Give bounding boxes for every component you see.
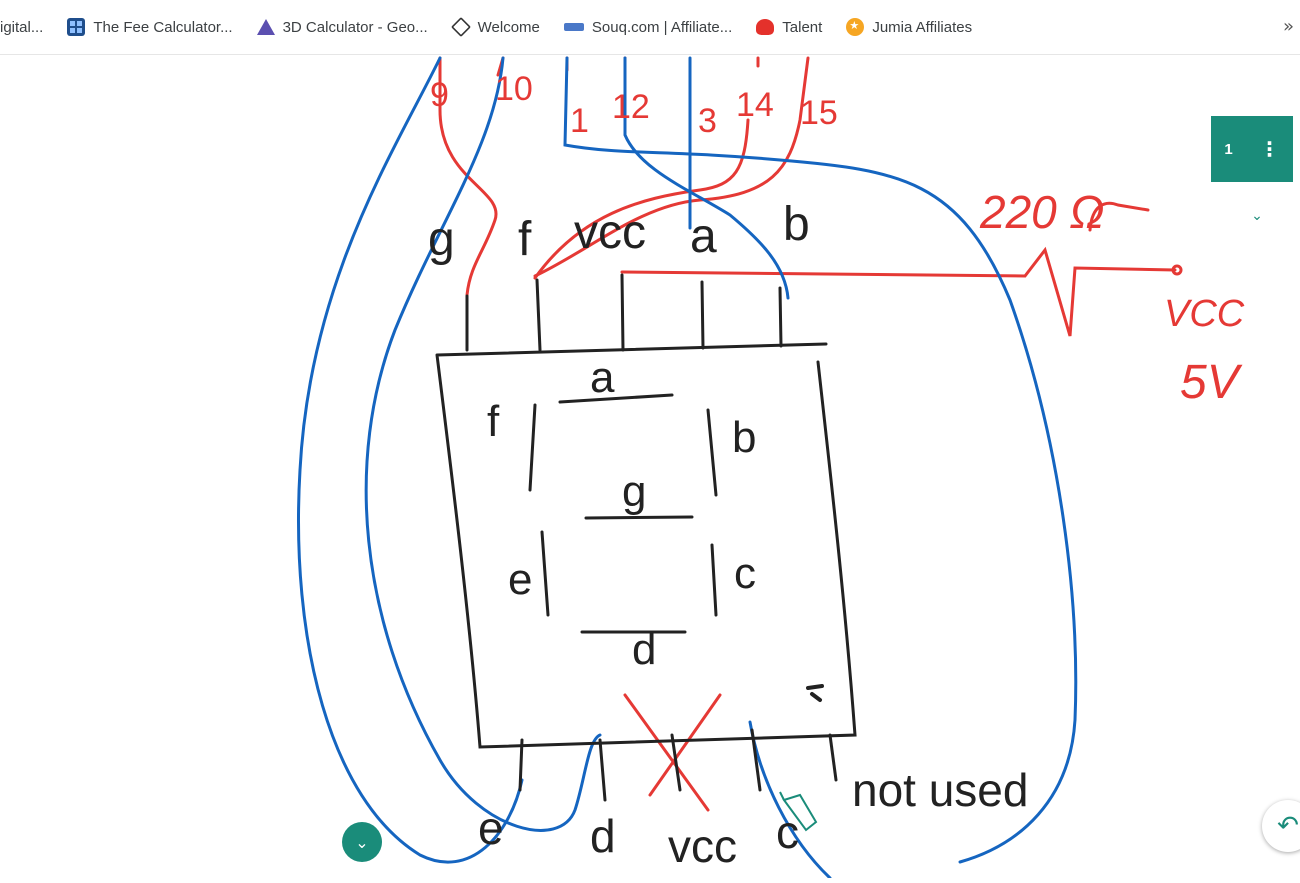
whiteboard-canvas[interactable]: 9 10 1 12 3 14 15 g f vcc a b a f b g e …: [0, 54, 1300, 880]
wire-blue-9: [297, 56, 524, 864]
bottom-pin-label: c: [776, 806, 799, 858]
pin-number-labels: 9 10 1 12 3 14 15: [430, 70, 838, 140]
pin-number-label: 14: [736, 86, 774, 124]
supply-label: VCC: [1164, 293, 1245, 335]
bookmark-label: The Fee Calculator...: [93, 18, 233, 36]
segment-labels: a f b g e c d: [487, 353, 756, 674]
top-pin-label: g: [428, 213, 455, 266]
bookmark-label: Jumia Affiliates: [872, 18, 973, 36]
bookmark-souq[interactable]: Souq.com | Affiliate...: [554, 9, 742, 45]
top-pin-label: f: [518, 213, 532, 266]
pin-a: [700, 280, 705, 350]
pin-number-label: 10: [495, 70, 533, 108]
pin-number-label: 15: [800, 94, 838, 132]
segment-g: [584, 515, 694, 520]
not-used-label: not used: [852, 764, 1028, 816]
cross-a: [623, 693, 710, 812]
chevron-down-icon[interactable]: ⌄: [1251, 208, 1263, 224]
ink-black-lines: [435, 273, 857, 802]
bottom-pin-label: vcc: [668, 820, 737, 872]
segment-label-d: d: [632, 625, 656, 674]
ink-red-wires: [438, 56, 1183, 812]
pin-number-label: 3: [698, 102, 717, 140]
page-number: 1: [1224, 140, 1233, 158]
bookmark-label: Talent: [782, 18, 823, 36]
geogebra-icon: [256, 19, 275, 35]
wire-blue-12: [623, 56, 790, 300]
segment-b: [706, 408, 718, 497]
undo-icon[interactable]: ↶: [1262, 800, 1300, 852]
bookmark-welcome[interactable]: Welcome: [442, 9, 550, 45]
chevron-down-circle-icon[interactable]: ⌄: [342, 822, 382, 862]
wire-red-15: [533, 56, 810, 278]
display-outline: [435, 342, 857, 749]
top-pin-label: b: [783, 198, 810, 251]
more-bookmarks-button[interactable]: »: [1282, 16, 1294, 37]
segment-c: [710, 543, 718, 617]
segment-label-e: e: [508, 555, 532, 604]
pin-vcc-top: [620, 273, 625, 352]
pin-f: [535, 278, 542, 352]
segment-f: [528, 403, 537, 492]
bookmark-label: Welcome: [477, 18, 540, 36]
wire-red-vcc: [620, 246, 1177, 337]
top-pin-label: vcc: [574, 206, 646, 259]
pin-e: [518, 738, 524, 792]
resistor-label: 220 Ω: [979, 186, 1105, 238]
pin-vcc-bottom: [670, 733, 682, 792]
segment-label-b: b: [732, 413, 756, 462]
page-indicator[interactable]: 1 ⋮: [1211, 116, 1293, 182]
bookmark-talent[interactable]: Talent: [746, 9, 832, 45]
pin-number-label: 9: [430, 76, 449, 114]
supply-labels: 220 Ω VCC 5V: [979, 186, 1245, 409]
top-pin-label: a: [690, 210, 717, 263]
bookmark-label: 3D Calculator - Geo...: [282, 18, 428, 36]
segment-label-f: f: [487, 397, 500, 446]
pin-not-used: [828, 733, 838, 782]
wire-red-g: [438, 56, 498, 297]
bookmark-fee-calculator[interactable]: The Fee Calculator...: [57, 9, 242, 45]
bookmark-jumia[interactable]: Jumia Affiliates: [836, 9, 982, 45]
supply-label: 5V: [1180, 356, 1243, 409]
pin-number-label: 1: [570, 102, 589, 140]
segment-label-c: c: [734, 549, 756, 598]
souq-icon: [563, 23, 584, 31]
bookmark-digital[interactable]: igital...: [0, 9, 53, 45]
segment-a: [558, 393, 674, 404]
vcc-terminal: [1171, 264, 1183, 276]
wire-blue-1: [563, 56, 1078, 864]
segment-label-a: a: [590, 353, 615, 402]
bookmark-label: igital...: [0, 18, 44, 36]
bookmark-label: Souq.com | Affiliate...: [591, 18, 733, 36]
top-pin-labels: g f vcc a b: [428, 198, 810, 266]
pen-cursor-icon: [779, 791, 818, 832]
segment-e: [540, 530, 550, 617]
ink-blue-wires: [297, 56, 1078, 880]
pen-cursor: [779, 791, 818, 832]
wire-blue-10: [364, 56, 602, 832]
pin-c: [750, 728, 762, 792]
pin-number-label: 12: [612, 88, 650, 126]
kebab-icon[interactable]: ⋮: [1259, 137, 1280, 161]
drawing-svg: 9 10 1 12 3 14 15 g f vcc a b a f b g e …: [297, 56, 1245, 880]
pin-b: [778, 286, 783, 348]
huawei-icon: [756, 19, 775, 35]
bottom-pin-labels: e d vcc c not used: [478, 764, 1028, 872]
calculator-icon: [67, 18, 86, 36]
resistor-symbol: [1088, 201, 1150, 232]
bookmark-3d-calculator[interactable]: 3D Calculator - Geo...: [247, 9, 438, 45]
welcome-icon: [450, 17, 471, 37]
bottom-pin-label: e: [478, 802, 504, 854]
segment-label-g: g: [622, 467, 646, 516]
cross-b: [648, 693, 722, 797]
bookmarks-bar: igital... The Fee Calculator... 3D Calcu…: [0, 0, 1300, 55]
dp-dot: [806, 684, 824, 702]
bottom-pin-label: d: [590, 810, 616, 862]
pin-d: [598, 738, 607, 802]
jumia-icon: [846, 18, 865, 36]
